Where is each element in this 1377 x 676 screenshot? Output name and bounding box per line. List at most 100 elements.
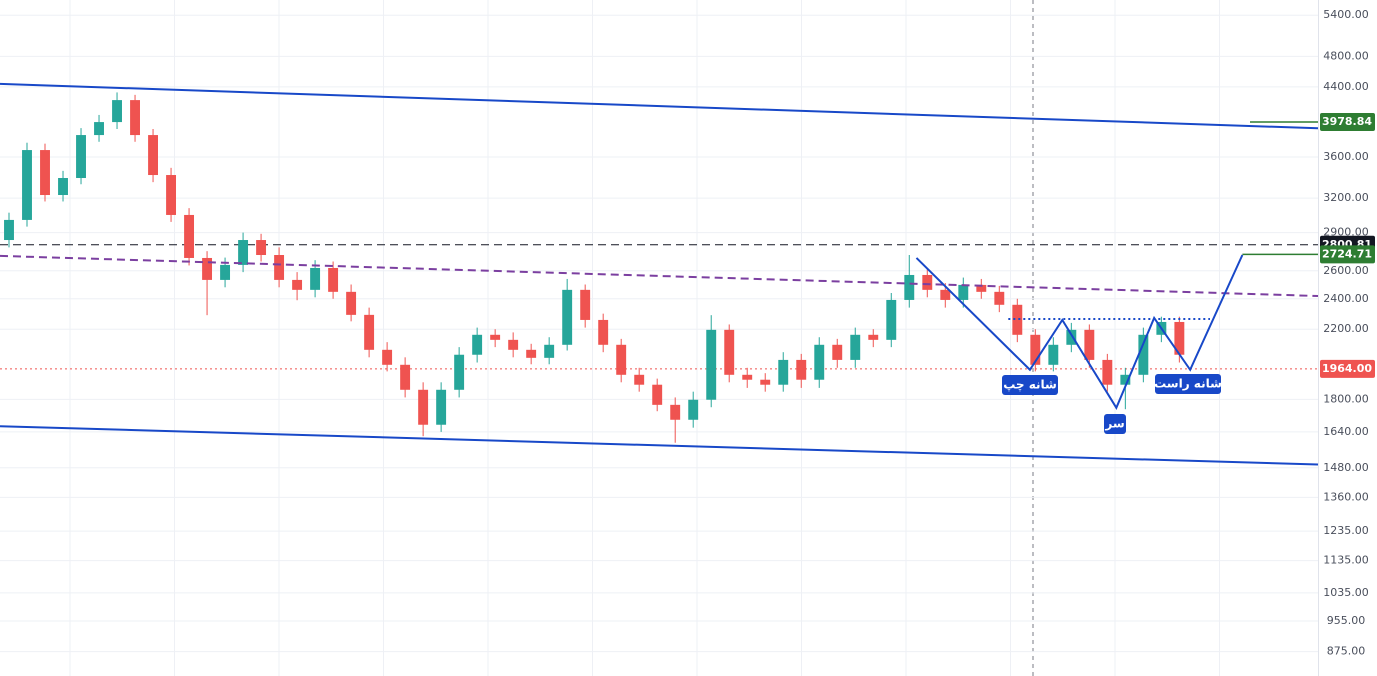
candle-body [670,404,681,420]
candle-body [184,214,195,258]
y-tick-label: 1480.00 [1323,461,1369,474]
candle-body [130,100,140,136]
y-tick-label: 1800.00 [1323,392,1369,405]
candle-body [652,384,663,405]
candle-body [508,339,519,350]
y-tick-label: 3600.00 [1323,150,1369,163]
candle-body [58,178,68,196]
y-tick-label: 3200.00 [1323,191,1369,204]
candle-body [724,329,735,375]
candle-body [454,354,465,390]
y-tick-label: 2900.00 [1323,226,1369,239]
y-tick-label: 1135.00 [1323,554,1369,567]
candle-body [310,267,321,290]
candle-body [292,279,303,290]
candle-body [994,291,1005,305]
y-tick-label: 1235.00 [1323,524,1369,537]
y-tick-label: 1640.00 [1323,425,1369,438]
candle-body [202,257,213,280]
candle-body [922,274,933,290]
candle-body [1102,359,1113,385]
price-label: 2724.71 [1322,247,1372,260]
annotation-box [1104,414,1126,434]
candle-body [418,389,429,425]
candle-body [616,344,627,375]
candle-body [850,334,861,360]
annotation: شانه چپ [1003,378,1057,392]
candle-body [886,299,897,340]
candle-body [778,359,789,385]
candle-body [364,314,375,350]
candle-body [742,374,753,380]
candle-body [1030,334,1041,365]
candle-body [94,122,104,136]
candle-body [832,344,843,360]
candle-body [580,289,591,320]
y-tick-label: 875.00 [1327,645,1366,658]
annotation-box [1002,375,1058,395]
candle-body [598,319,609,345]
candle-body [544,344,555,358]
candle-body [634,374,645,385]
candle-body [868,334,879,340]
trendline [0,254,1319,298]
trendline [915,254,1244,410]
candle-body [76,135,86,179]
candle-body [706,329,717,400]
candle-body [940,289,951,300]
y-tick-label: 1035.00 [1323,586,1369,599]
candle-body [490,334,501,340]
candle-body [688,399,699,420]
y-tick-label: 4800.00 [1323,49,1369,62]
candle-body [220,264,231,280]
candle-body [436,389,447,425]
candle-body [1066,329,1077,345]
price-label-box [1320,112,1375,131]
candle-body [238,240,249,265]
candle-body [1012,304,1023,335]
candle-body [112,100,122,123]
candle-body [40,150,50,196]
candle-body [562,289,573,345]
y-tick-label: 5400.00 [1323,8,1369,21]
candle-body [1138,334,1149,375]
candle-body [328,267,339,292]
trendline [0,425,1319,466]
candle-body [346,291,357,315]
price-label: 1964.00 [1322,362,1372,375]
y-tick-label: 2200.00 [1323,322,1369,335]
candle-body [904,274,915,300]
price-label-box [1320,359,1375,378]
candle-body [526,349,537,358]
y-tick-label: 4400.00 [1323,80,1369,93]
y-tick-label: 2600.00 [1323,264,1369,277]
candle-body [472,334,483,355]
candle-body [1084,329,1095,360]
candle-body [958,284,969,300]
candle-body [274,255,285,280]
y-tick-label: 1360.00 [1323,490,1369,503]
annotation: شانه راست [1154,377,1222,391]
trendline [0,82,1319,130]
candle-body [166,175,177,215]
candle-body [1048,344,1059,365]
candle-body [400,364,411,390]
candle-body [1120,374,1131,385]
candle-body [22,150,32,220]
candle-body [796,359,807,380]
y-tick-label: 955.00 [1327,614,1366,627]
candle-body [4,219,14,241]
candle-body [814,344,825,380]
candle-body [1174,321,1185,355]
candle-body [976,284,987,292]
candle-body [256,240,267,256]
candle-body [760,379,771,385]
price-label-box [1320,245,1375,264]
annotation: سر [1104,417,1124,431]
y-tick-label: 2400.00 [1323,292,1369,305]
annotation-box [1155,374,1221,394]
candle-body [382,349,393,365]
